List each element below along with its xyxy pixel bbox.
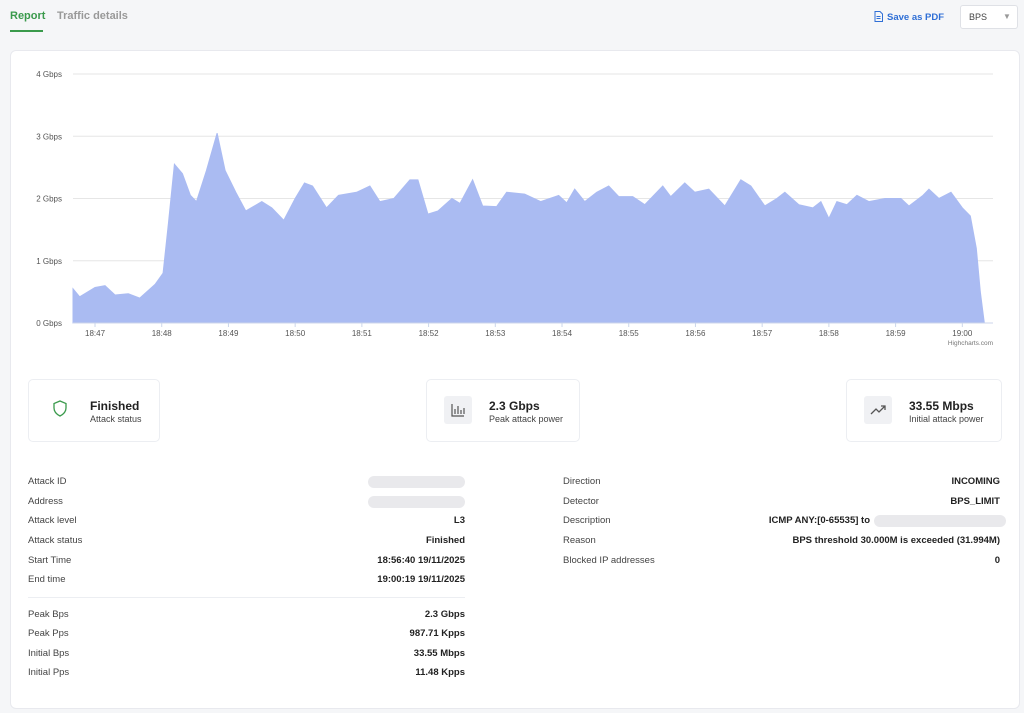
x-tick-label: 18:54: [552, 329, 573, 338]
detail-label: Description: [563, 515, 611, 526]
x-tick-label: 18:58: [819, 329, 840, 338]
detail-label: End time: [28, 574, 66, 585]
x-tick-label: 18:49: [218, 329, 239, 338]
detail-label: Peak Bps: [28, 609, 69, 620]
detail-value: 18:56:40 19/11/2025: [377, 555, 465, 566]
detail-label: Attack status: [28, 535, 83, 546]
detail-label: Address: [28, 496, 63, 507]
trend-icon: [864, 396, 892, 424]
detail-value: 2.3 Gbps: [424, 609, 465, 620]
x-tick-label: 18:50: [285, 329, 306, 338]
stat-card: 33.55 Mbps Initial attack power: [846, 379, 1002, 442]
detail-value: BPS_LIMIT: [950, 496, 1000, 507]
y-tick-label: 4 Gbps: [36, 70, 62, 79]
detail-label: Detector: [563, 496, 599, 507]
redacted: [368, 476, 465, 488]
x-tick-label: 18:55: [619, 329, 640, 338]
stat-value: 33.55 Mbps: [909, 399, 974, 413]
select-arrow: ▼: [1003, 12, 1011, 21]
stat-label: Initial attack power: [909, 414, 984, 424]
detail-label: Peak Pps: [28, 628, 69, 639]
x-tick-label: 18:53: [485, 329, 506, 338]
stat-label: Peak attack power: [489, 414, 564, 424]
detail-label: Attack ID: [28, 476, 67, 487]
detail-label: Start Time: [28, 555, 72, 566]
x-tick-label: 18:52: [419, 329, 440, 338]
divider: [28, 597, 465, 598]
stat-value: Finished: [90, 399, 140, 413]
unit-select[interactable]: BPS ▼: [960, 5, 1018, 29]
detail-value: 0: [994, 555, 1000, 566]
x-tick-label: 18:47: [85, 329, 106, 338]
detail-value: 11.48 Kpps: [415, 667, 465, 678]
detail-value: BPS threshold 30.000M is exceeded (31.99…: [792, 535, 1000, 546]
pdf-icon: [874, 11, 883, 22]
stat-label: Attack status: [90, 414, 142, 424]
detail-label: Reason: [563, 535, 596, 546]
detail-label: Attack level: [28, 515, 77, 526]
y-tick-label: 3 Gbps: [36, 132, 62, 141]
detail-label: Initial Bps: [28, 648, 70, 659]
shield-icon: [53, 400, 67, 417]
bars-icon: [444, 396, 472, 424]
save-pdf-button[interactable]: Save as PDF: [887, 12, 945, 23]
x-tick-label: 19:00: [952, 329, 973, 338]
detail-value: INCOMING: [951, 476, 1000, 487]
chart-credit: Highcharts.com: [948, 340, 993, 347]
stat-card: 2.3 Gbps Peak attack power: [426, 379, 580, 442]
x-tick-label: 18:51: [352, 329, 373, 338]
detail-value: 19:00:19 19/11/2025: [377, 574, 465, 585]
detail-value: ICMP ANY:[0-65535] to: [768, 515, 870, 526]
redacted: [874, 515, 1006, 527]
x-tick-label: 18:48: [152, 329, 173, 338]
unit-select-value: BPS: [969, 12, 988, 22]
detail-label: Initial Pps: [28, 667, 70, 678]
y-tick-label: 1 Gbps: [36, 257, 62, 266]
detail-label: Blocked IP addresses: [563, 555, 655, 566]
x-tick-label: 18:57: [752, 329, 773, 338]
stat-card: Finished Attack status: [28, 379, 160, 442]
y-tick-label: 2 Gbps: [36, 195, 62, 204]
area: [72, 132, 985, 324]
chart: Highcharts.com 0 Gbps 1 Gbps 2 Gbps 3 Gbps 4…: [36, 70, 993, 347]
detail-value: 33.55 Mbps: [413, 648, 465, 659]
detail-value: L3: [453, 515, 465, 526]
tab-underline: [10, 30, 43, 32]
redacted: [368, 496, 465, 508]
tab-report[interactable]: Report: [10, 10, 46, 22]
x-tick-label: 18:59: [886, 329, 907, 338]
detail-value: Finished: [425, 535, 465, 546]
detail-value: 987.71 Kpps: [409, 628, 465, 639]
y-tick-label: 0 Gbps: [36, 319, 62, 328]
detail-label: Direction: [563, 476, 601, 487]
stat-value: 2.3 Gbps: [489, 399, 540, 413]
tab-traffic[interactable]: Traffic details: [57, 10, 128, 22]
x-tick-label: 18:56: [685, 329, 706, 338]
